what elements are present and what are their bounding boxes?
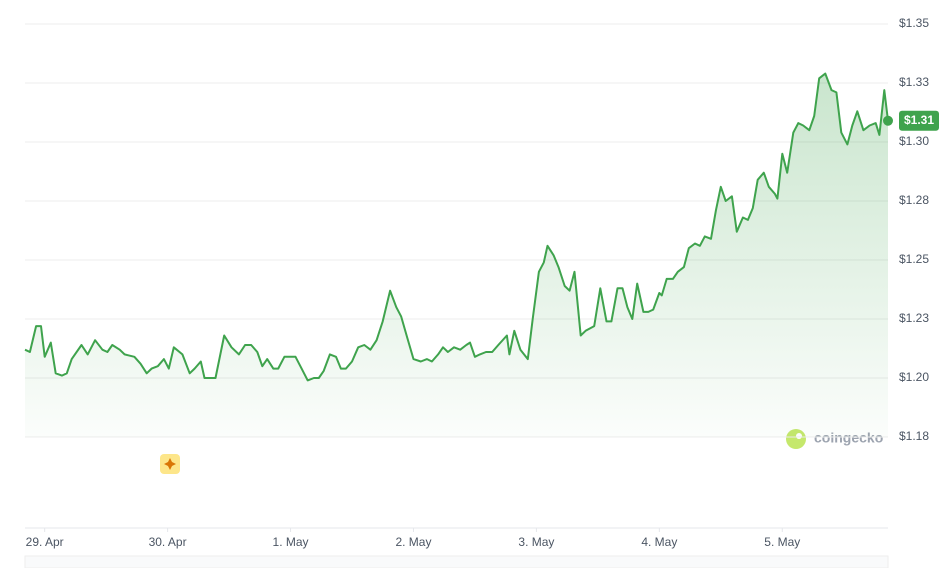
x-tick-label: 30. Apr bbox=[149, 535, 187, 549]
y-tick-label: $1.23 bbox=[899, 311, 929, 325]
x-tick-label: 5. May bbox=[764, 535, 800, 549]
y-tick-label: $1.30 bbox=[899, 134, 929, 148]
last-point bbox=[883, 115, 893, 126]
x-tick-label: 1. May bbox=[273, 535, 309, 549]
x-tick-label: 29. Apr bbox=[26, 535, 64, 549]
navigator bbox=[24, 555, 889, 568]
y-tick-label: $1.35 bbox=[899, 16, 929, 30]
y-tick-label: $1.18 bbox=[899, 429, 929, 443]
price-badge bbox=[899, 110, 939, 131]
volume-icon bbox=[160, 454, 180, 474]
price-line bbox=[24, 72, 889, 382]
y-tick-label: $1.33 bbox=[899, 75, 929, 89]
y-tick-label: $1.28 bbox=[899, 193, 929, 207]
y-tick-label: $1.25 bbox=[899, 252, 929, 266]
x-tick-label: 4. May bbox=[641, 535, 677, 549]
x-tick-label: 3. May bbox=[518, 535, 554, 549]
x-tick-label: 2. May bbox=[395, 535, 431, 549]
area bbox=[25, 73, 888, 437]
y-tick-label: $1.20 bbox=[899, 370, 929, 384]
price-badge-label: $1.31 bbox=[904, 113, 934, 127]
